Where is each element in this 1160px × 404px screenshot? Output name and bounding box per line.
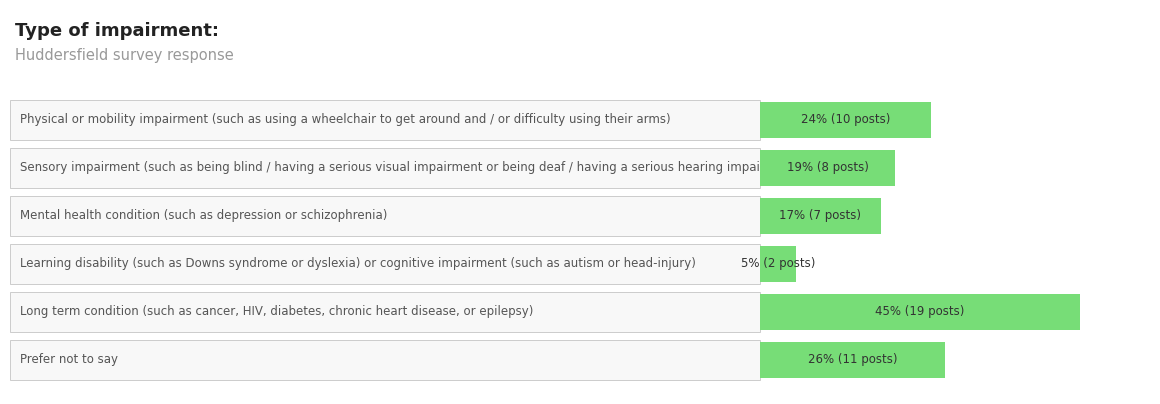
Text: Physical or mobility impairment (such as using a wheelchair to get around and / : Physical or mobility impairment (such as… <box>20 114 670 126</box>
Text: Mental health condition (such as depression or schizophrenia): Mental health condition (such as depress… <box>20 210 387 223</box>
FancyBboxPatch shape <box>10 244 760 284</box>
Text: Prefer not to say: Prefer not to say <box>20 354 118 366</box>
Text: 5% (2 posts): 5% (2 posts) <box>740 257 815 271</box>
Text: 26% (11 posts): 26% (11 posts) <box>807 354 897 366</box>
FancyBboxPatch shape <box>760 246 796 282</box>
Text: 45% (19 posts): 45% (19 posts) <box>876 305 965 318</box>
Text: Huddersfield survey response: Huddersfield survey response <box>15 48 234 63</box>
FancyBboxPatch shape <box>760 342 945 378</box>
Text: 24% (10 posts): 24% (10 posts) <box>800 114 890 126</box>
Text: Type of impairment:: Type of impairment: <box>15 22 219 40</box>
FancyBboxPatch shape <box>760 150 896 186</box>
FancyBboxPatch shape <box>10 292 760 332</box>
FancyBboxPatch shape <box>760 294 1080 330</box>
Text: Long term condition (such as cancer, HIV, diabetes, chronic heart disease, or ep: Long term condition (such as cancer, HIV… <box>20 305 534 318</box>
FancyBboxPatch shape <box>10 148 760 188</box>
Text: 19% (8 posts): 19% (8 posts) <box>786 162 869 175</box>
FancyBboxPatch shape <box>760 198 880 234</box>
Text: Sensory impairment (such as being blind / having a serious visual impairment or : Sensory impairment (such as being blind … <box>20 162 800 175</box>
FancyBboxPatch shape <box>10 196 760 236</box>
FancyBboxPatch shape <box>10 100 760 140</box>
Text: 17% (7 posts): 17% (7 posts) <box>780 210 862 223</box>
Text: Learning disability (such as Downs syndrome or dyslexia) or cognitive impairment: Learning disability (such as Downs syndr… <box>20 257 696 271</box>
FancyBboxPatch shape <box>10 340 760 380</box>
FancyBboxPatch shape <box>760 102 930 138</box>
